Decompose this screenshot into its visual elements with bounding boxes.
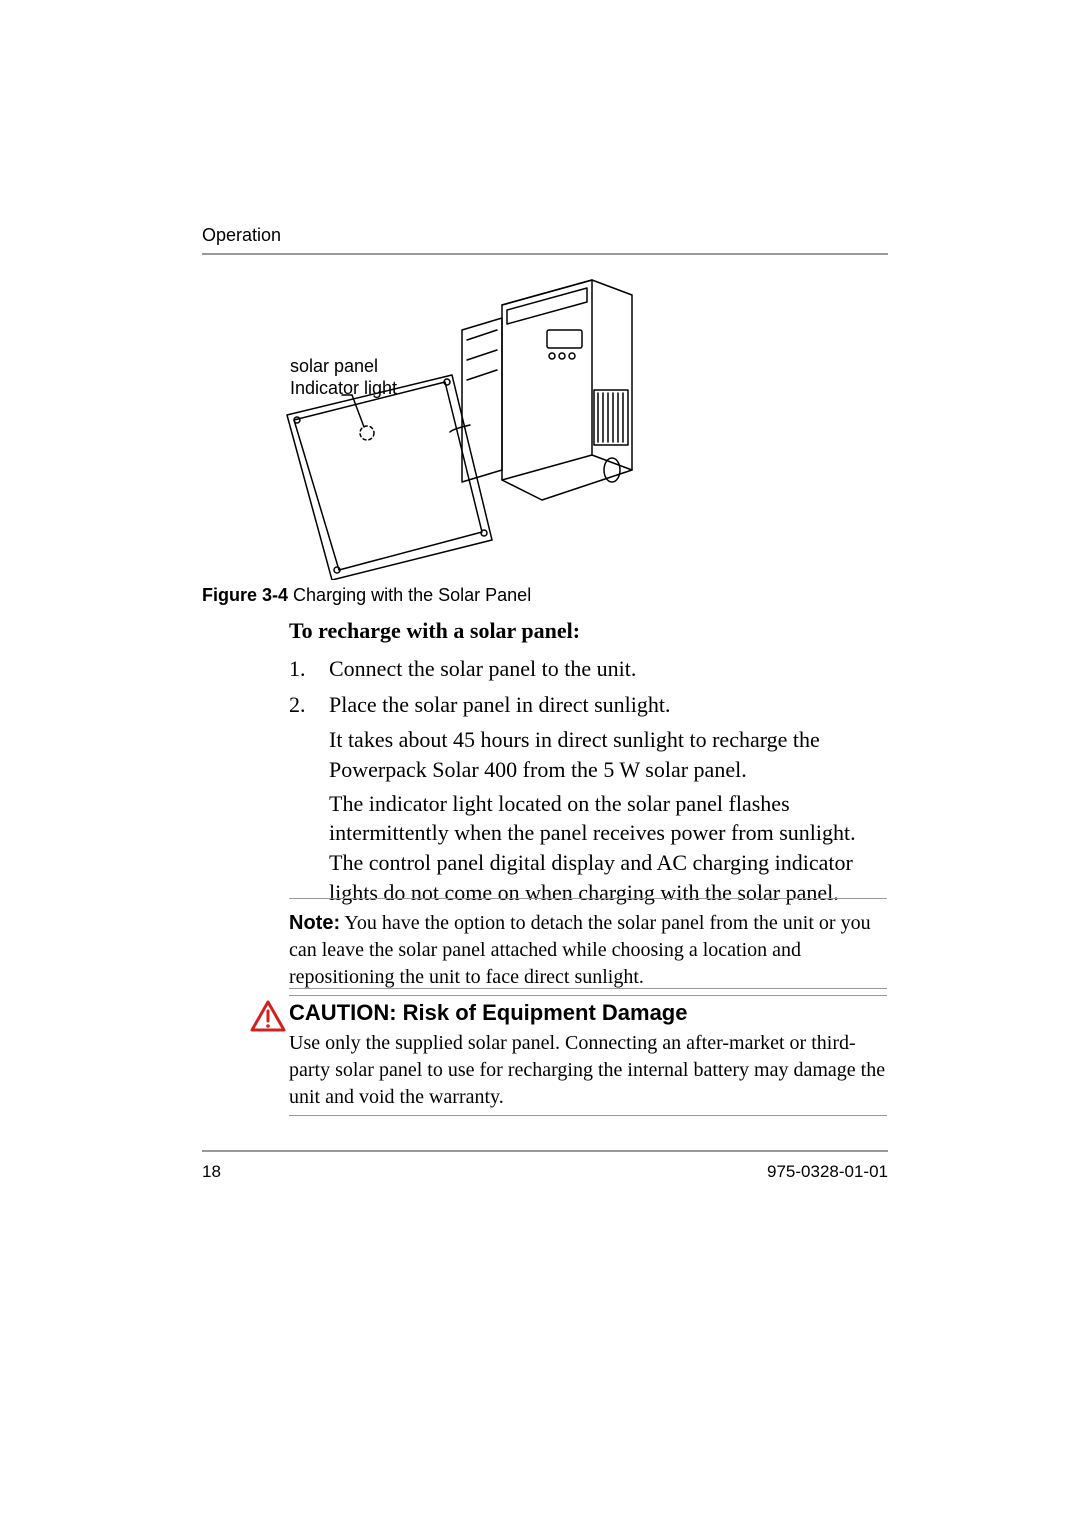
page-number: 18: [202, 1162, 221, 1182]
note-label: Note:: [289, 912, 340, 934]
step-2-text: Place the solar panel in direct sunlight…: [329, 692, 671, 717]
figure-number: Figure 3-4: [202, 585, 288, 605]
figure-label-solar-panel: solar panel: [290, 356, 378, 377]
figure-caption-title: Charging with the Solar Panel: [293, 585, 531, 605]
note-text: You have the option to detach the solar …: [289, 912, 871, 988]
header-rule: [202, 253, 888, 255]
note-block: Note: You have the option to detach the …: [289, 910, 887, 991]
figure-caption: Figure 3-4 Charging with the Solar Panel: [202, 585, 531, 606]
device-diagram-svg: [202, 270, 888, 580]
caution-rule-top: [289, 995, 887, 996]
caution-block: CAUTION: Risk of Equipment Damage Use on…: [289, 1000, 887, 1111]
caution-title: CAUTION: Risk of Equipment Damage: [289, 1000, 887, 1026]
figure-illustration: [202, 270, 888, 580]
caution-rule-bottom: [289, 1115, 887, 1116]
procedure-list: 1.Connect the solar panel to the unit. 2…: [289, 654, 887, 719]
doc-number: 975-0328-01-01: [767, 1162, 888, 1182]
caution-icon: [250, 1000, 286, 1032]
section-header: Operation: [202, 225, 888, 246]
body-para-2: The indicator light located on the solar…: [289, 789, 887, 908]
figure-label-indicator-light: Indicator light: [290, 378, 397, 399]
body-text: To recharge with a solar panel: 1.Connec…: [289, 618, 887, 912]
step-1-text: Connect the solar panel to the unit.: [329, 656, 636, 681]
procedure-heading: To recharge with a solar panel:: [289, 618, 887, 644]
note-rule-bottom: [289, 988, 887, 989]
footer-rule: [202, 1150, 888, 1152]
step-2: 2.Place the solar panel in direct sunlig…: [289, 690, 887, 720]
page: Operation: [0, 0, 1080, 1527]
step-1: 1.Connect the solar panel to the unit.: [289, 654, 887, 684]
note-rule-top: [289, 898, 887, 899]
body-para-1: It takes about 45 hours in direct sunlig…: [289, 725, 887, 784]
caution-text: Use only the supplied solar panel. Conne…: [289, 1030, 887, 1111]
